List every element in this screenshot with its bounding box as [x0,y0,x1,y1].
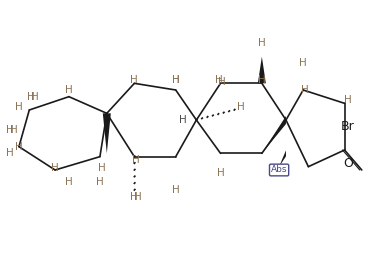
Polygon shape [262,116,286,153]
Text: H: H [172,75,180,85]
Polygon shape [103,113,111,153]
Text: H: H [98,163,105,173]
Text: H: H [31,92,38,102]
Text: H: H [96,177,104,187]
Text: H: H [217,168,224,178]
Text: H: H [15,142,23,152]
Polygon shape [279,150,286,167]
Text: H: H [132,155,140,165]
Text: H: H [130,192,138,202]
Text: Br: Br [341,120,355,133]
Text: H: H [172,185,180,195]
Text: H: H [10,125,18,135]
Polygon shape [258,57,266,83]
Text: H: H [258,38,266,48]
Text: H: H [134,192,142,202]
Text: H: H [301,85,309,95]
Text: H: H [218,77,226,87]
Text: H: H [299,58,307,68]
Text: H: H [237,102,245,112]
Text: H: H [65,177,73,187]
Text: H: H [15,102,23,112]
Text: H: H [215,75,222,85]
Text: H: H [6,148,14,158]
Text: H: H [130,75,138,85]
Text: H: H [172,75,180,85]
Text: H: H [179,115,186,125]
Text: H: H [258,75,266,85]
Text: H: H [65,85,73,95]
Text: O: O [343,157,353,170]
Text: H: H [27,92,35,102]
Text: H: H [344,95,352,105]
Text: H: H [6,125,14,135]
Text: Abs: Abs [271,166,287,174]
Text: H: H [51,163,59,173]
